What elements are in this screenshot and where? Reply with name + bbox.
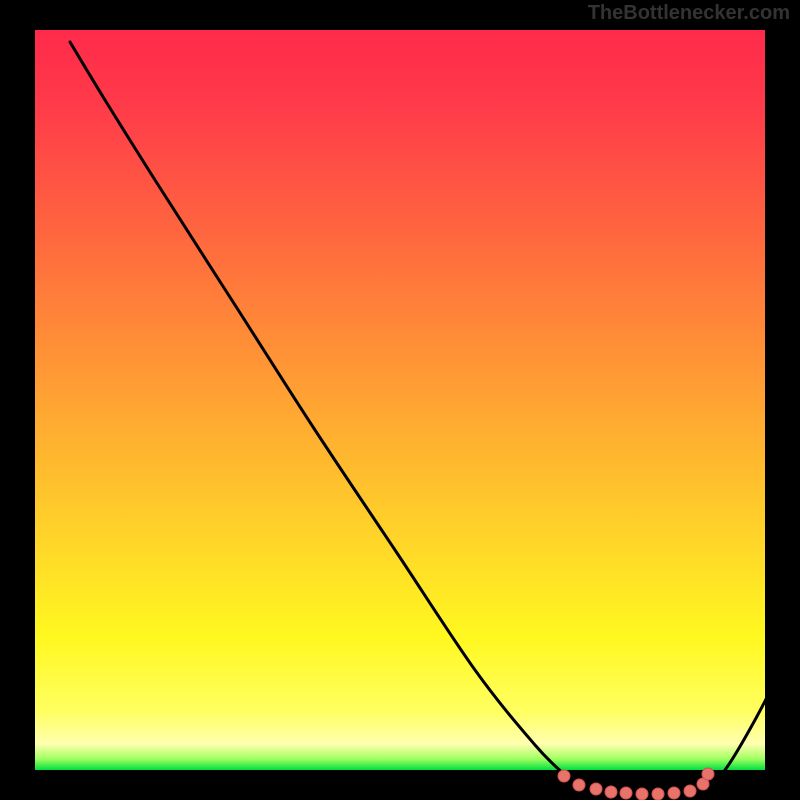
gradient-background [35, 30, 765, 770]
curve-marker [636, 788, 648, 800]
curve-marker [652, 788, 664, 800]
chart-container: TheBottlenecker.com [0, 0, 800, 800]
plot-area [35, 30, 800, 800]
attribution-text: TheBottlenecker.com [588, 2, 790, 25]
bottleneck-chart [0, 0, 800, 800]
curve-marker [590, 783, 602, 795]
curve-marker [702, 768, 714, 780]
curve-marker [605, 786, 617, 798]
curve-marker [558, 770, 570, 782]
curve-marker [573, 779, 585, 791]
curve-marker [684, 785, 696, 797]
curve-marker [620, 787, 632, 799]
curve-markers [558, 768, 714, 800]
curve-marker [668, 787, 680, 799]
